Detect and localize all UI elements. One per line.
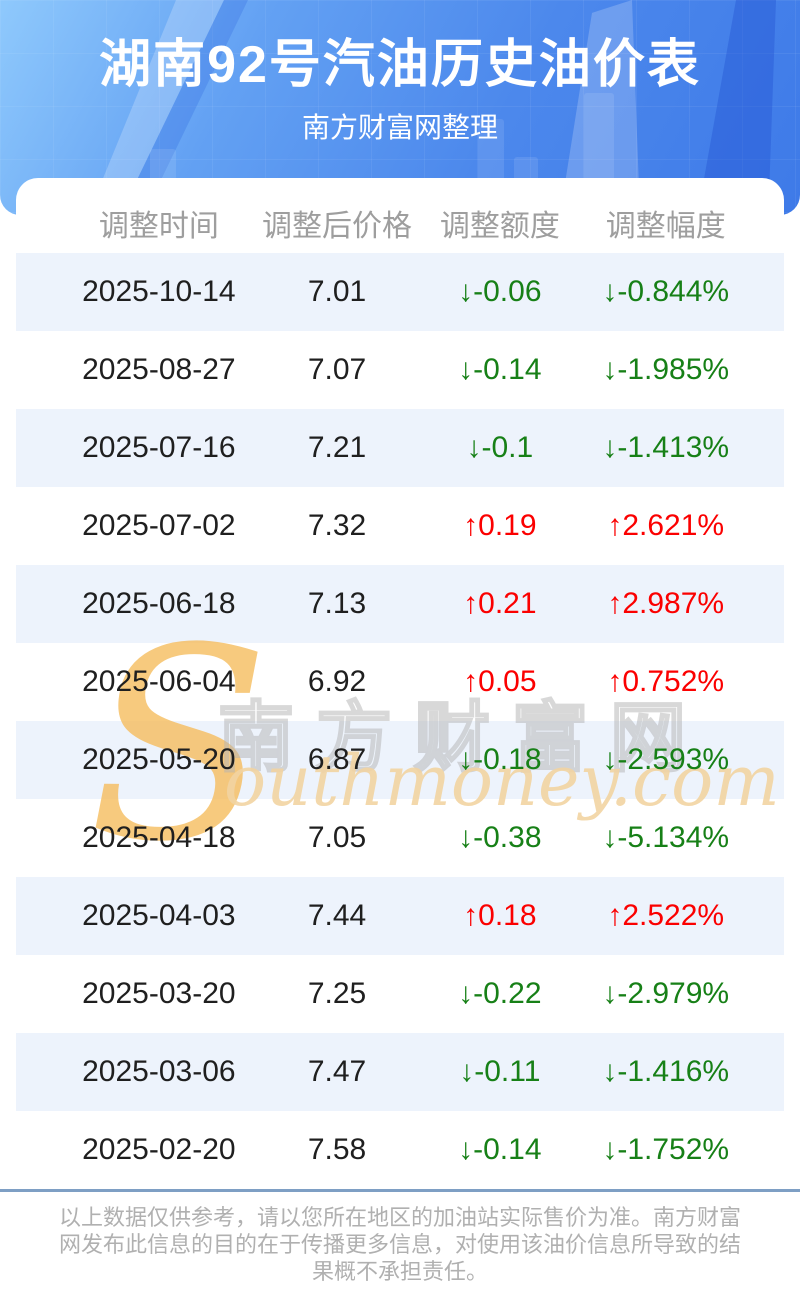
table-row: 2025-04-03 7.44 ↑0.18 ↑2.522% [16, 877, 784, 955]
table-row: 2025-02-20 7.58 ↓-0.14 ↓-1.752% [16, 1111, 784, 1189]
table-row: 2025-05-20 6.87 ↓-0.18 ↓-2.593% [16, 721, 784, 799]
cell-price: 7.47 [307, 1055, 367, 1088]
table-row: 2025-03-06 7.47 ↓-0.11 ↓-1.416% [16, 1033, 784, 1111]
column-header-1: 调整时间 [98, 210, 219, 243]
cell-price: 6.92 [307, 665, 367, 698]
cell-change-percent: ↓-2.593% [602, 743, 730, 776]
cell-change-amount: ↑0.21 [463, 587, 537, 620]
table-body: 2025-10-14 7.01 ↓-0.06 ↓-0.844% 2025-08-27 7.… [16, 253, 784, 1189]
cell-change-amount: ↓-0.14 [458, 1133, 542, 1166]
column-header-3: 调整额度 [439, 210, 560, 243]
cell-date: 2025-05-20 [82, 743, 236, 776]
cell-change-percent: ↓-5.134% [602, 821, 730, 854]
footer-divider [0, 1189, 800, 1192]
cell-change-percent: ↓-0.844% [602, 275, 730, 308]
cell-change-percent: ↑2.522% [607, 899, 725, 932]
cell-change-percent: ↓-1.985% [602, 353, 730, 386]
cell-change-percent: ↓-2.979% [602, 977, 730, 1010]
cell-change-amount: ↓-0.11 [459, 1055, 541, 1088]
cell-price: 7.32 [307, 509, 367, 542]
cell-change-amount: ↓-0.14 [458, 353, 542, 386]
cell-change-amount: ↓-0.38 [458, 821, 542, 854]
cell-change-percent: ↑2.621% [607, 509, 725, 542]
cell-change-percent: ↑0.752% [607, 665, 725, 698]
cell-date: 2025-06-18 [82, 587, 236, 620]
cell-change-amount: ↓-0.22 [458, 977, 542, 1010]
cell-change-amount: ↑0.05 [463, 665, 537, 698]
cell-change-amount: ↓-0.1 [466, 431, 534, 464]
cell-date: 2025-04-03 [82, 899, 236, 932]
cell-change-percent: ↑2.987% [607, 587, 725, 620]
cell-price: 7.05 [307, 821, 367, 854]
cell-date: 2025-10-14 [82, 275, 236, 308]
page-title: 湖南92号汽油历史油价表 [99, 36, 701, 94]
cell-change-amount: ↑0.19 [463, 509, 537, 542]
table-row: 2025-06-18 7.13 ↑0.21 ↑2.987% [16, 565, 784, 643]
cell-date: 2025-03-06 [82, 1055, 236, 1088]
cell-change-amount: ↓-0.06 [458, 275, 542, 308]
disclaimer-text: 以上数据仅供参考，请以您所在地区的加油站实际售价为准。南方财富网发布此信息的目的… [58, 1205, 741, 1284]
table-row: 2025-10-14 7.01 ↓-0.06 ↓-0.844% [16, 253, 784, 331]
cell-date: 2025-07-02 [82, 509, 236, 542]
cell-date: 2025-07-16 [82, 431, 236, 464]
cell-date: 2025-04-18 [82, 821, 236, 854]
cell-change-percent: ↓-1.416% [602, 1055, 730, 1088]
table-header-row: 调整时间 调整后价格 调整额度 调整幅度 [16, 178, 784, 253]
cell-price: 7.07 [307, 353, 367, 386]
cell-price: 7.58 [307, 1133, 367, 1166]
cell-price: 7.44 [307, 899, 367, 932]
cell-price: 6.87 [307, 743, 367, 776]
column-header-4: 调整幅度 [605, 210, 726, 243]
table-row: 2025-03-20 7.25 ↓-0.22 ↓-2.979% [16, 955, 784, 1033]
table-row: 2025-07-02 7.32 ↑0.19 ↑2.621% [16, 487, 784, 565]
cell-date: 2025-06-04 [82, 665, 236, 698]
column-header-2: 调整后价格 [262, 210, 413, 243]
cell-price: 7.01 [307, 275, 367, 308]
cell-change-percent: ↓-1.752% [602, 1133, 730, 1166]
cell-change-amount: ↑0.18 [463, 899, 537, 932]
cell-date: 2025-08-27 [82, 353, 236, 386]
table-row: 2025-08-27 7.07 ↓-0.14 ↓-1.985% [16, 331, 784, 409]
table-row: 2025-07-16 7.21 ↓-0.1 ↓-1.413% [16, 409, 784, 487]
cell-price: 7.25 [307, 977, 367, 1010]
cell-price: 7.13 [307, 587, 367, 620]
cell-date: 2025-02-20 [82, 1133, 236, 1166]
cell-price: 7.21 [307, 431, 367, 464]
cell-change-amount: ↓-0.18 [458, 743, 542, 776]
table-row: 2025-06-04 6.92 ↑0.05 ↑0.752% [16, 643, 784, 721]
price-table-card: 调整时间 调整后价格 调整额度 调整幅度 2025-10-14 7.01 ↓-0.06 ↓-… [16, 178, 784, 1189]
page-subtitle: 南方财富网整理 [301, 112, 498, 143]
cell-date: 2025-03-20 [82, 977, 236, 1010]
cell-change-percent: ↓-1.413% [602, 431, 730, 464]
table-row: 2025-04-18 7.05 ↓-0.38 ↓-5.134% [16, 799, 784, 877]
